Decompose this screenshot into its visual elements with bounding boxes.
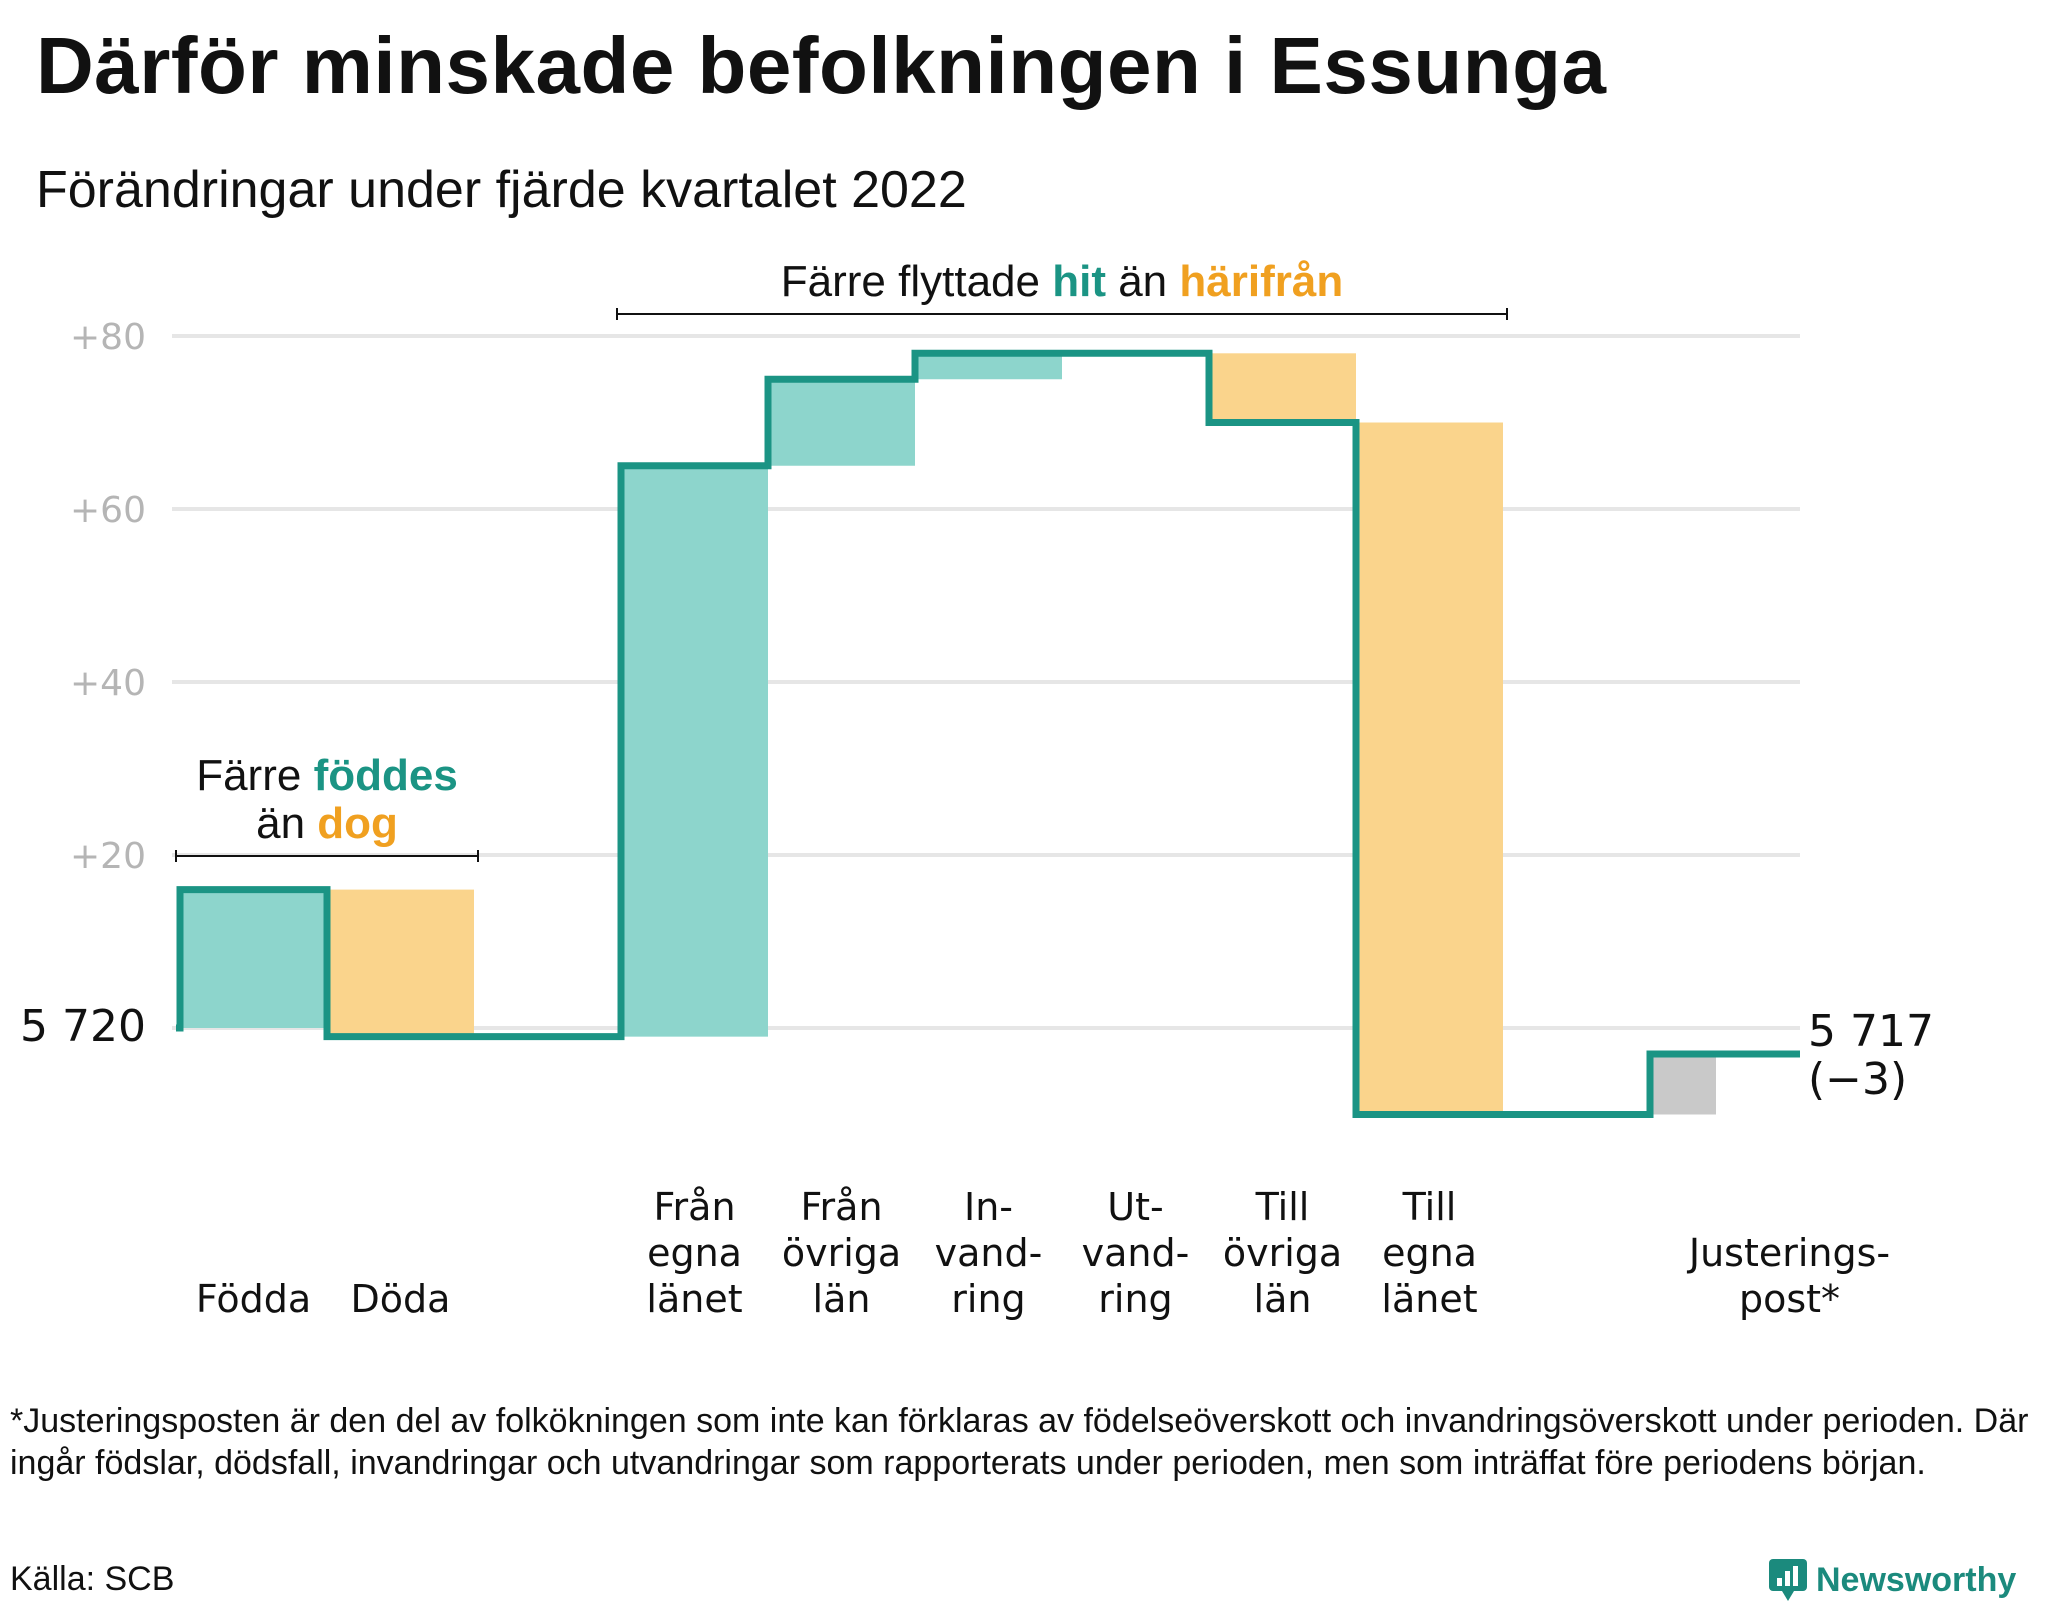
y-tick-label: +60 [70, 490, 146, 531]
category-label: vand- [1082, 1231, 1190, 1275]
y-tick-label: +20 [70, 836, 146, 877]
category-label: Döda [351, 1277, 451, 1321]
category-label: post* [1739, 1277, 1840, 1321]
category-label: ring [1098, 1277, 1172, 1321]
annotation-part: Färre [196, 751, 313, 800]
category-label: övriga [1223, 1231, 1342, 1275]
annotation-part: Färre flyttade [781, 257, 1052, 306]
annotation-part: föddes [314, 751, 458, 800]
start-value-label: 5 720 [20, 1001, 146, 1052]
newsworthy-logo-icon [1769, 1559, 1807, 1601]
annotation-part: än [256, 799, 317, 848]
annotation-text: Färre flyttade hit än härifrån [781, 257, 1343, 306]
bar-in [180, 889, 327, 1028]
chart-subtitle: Förändringar under fjärde kvartalet 2022 [36, 161, 967, 219]
annotation-part: härifrån [1179, 257, 1343, 306]
category-label: Till [1402, 1185, 1457, 1229]
y-tick-label: +80 [70, 317, 146, 358]
category-label: Justerings- [1687, 1231, 1890, 1275]
bar-out [327, 889, 474, 1037]
annotation-part: hit [1052, 257, 1106, 306]
category-label: ring [951, 1277, 1025, 1321]
bar-out [1209, 353, 1356, 423]
end-change-label: (−3) [1808, 1054, 1907, 1105]
annotation-text: Färre föddes [196, 751, 458, 800]
bar-in [621, 465, 768, 1037]
footnote: *Justeringsposten är den del av folkökni… [10, 1402, 2029, 1482]
annotation-text: än dog [256, 799, 398, 848]
brand-name: Newsworthy [1816, 1560, 2017, 1599]
annotation-part: än [1106, 257, 1179, 306]
end-value-label: 5 717 [1808, 1006, 1934, 1057]
category-label: Till [1255, 1185, 1310, 1229]
category-label: Ut- [1107, 1185, 1163, 1229]
chart-title: Därför minskade befolkningen i Essunga [36, 21, 1607, 110]
category-label: Födda [196, 1277, 311, 1321]
brand-logo[interactable]: Newsworthy [1768, 1558, 2016, 1602]
category-label: egna [647, 1231, 742, 1275]
annotation-part: dog [317, 799, 398, 848]
category-label: länet [646, 1277, 742, 1321]
bar-out [1356, 422, 1503, 1115]
category-label: In- [964, 1185, 1013, 1229]
category-label: län [1254, 1277, 1312, 1321]
category-label: Från [800, 1185, 882, 1229]
running-total-line [176, 349, 1800, 1118]
bar-in [915, 353, 1062, 380]
category-label: Från [653, 1185, 735, 1229]
category-label: egna [1382, 1231, 1477, 1275]
category-label: övriga [782, 1231, 901, 1275]
bar-adjust [1650, 1053, 1716, 1115]
bar-in [768, 379, 915, 466]
waterfall-chart: +20+40+60+805 720 5 717(−3)Födda DödaFråne… [20, 257, 1934, 1321]
y-tick-label: +40 [70, 663, 146, 704]
category-label: län [813, 1277, 871, 1321]
category-label: länet [1381, 1277, 1477, 1321]
source-label: Källa: SCB [10, 1560, 175, 1598]
category-label: vand- [935, 1231, 1043, 1275]
